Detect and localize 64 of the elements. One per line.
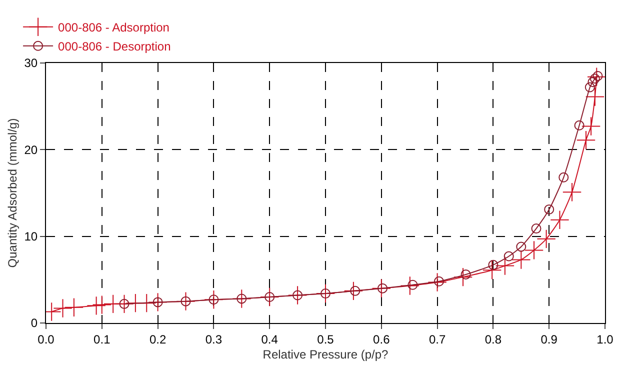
x-tick-label: 0.3 [205, 332, 222, 346]
point [260, 287, 280, 307]
point [581, 116, 601, 136]
point [544, 204, 554, 214]
x-tick-label: 0.6 [373, 332, 390, 346]
point [378, 283, 388, 294]
point [524, 240, 544, 260]
x-tick-label: 0.0 [38, 332, 55, 346]
legend-label: 000-806 - Desorption [58, 40, 171, 54]
point [180, 296, 191, 306]
point [512, 250, 531, 270]
x-axis-title: Relative Pressure (p/p? [262, 347, 389, 362]
x-tick-label: 0.1 [94, 332, 111, 346]
point [592, 71, 603, 81]
point [550, 210, 570, 230]
point [562, 182, 582, 202]
point [350, 286, 360, 296]
point [588, 77, 598, 88]
point [488, 260, 498, 270]
point [453, 267, 473, 287]
point [64, 298, 84, 317]
x-tick-label: 0.7 [428, 332, 446, 346]
point [574, 120, 584, 130]
point [495, 256, 515, 276]
point [152, 297, 163, 308]
point [344, 281, 364, 301]
point [590, 74, 600, 84]
point [208, 294, 219, 305]
point [264, 292, 275, 302]
x-tick-label: 0.2 [149, 332, 166, 346]
point [531, 224, 542, 234]
x-tick-label: 0.9 [540, 332, 558, 346]
x-tick-label: 0.5 [317, 332, 334, 346]
point [428, 272, 447, 292]
point [558, 172, 569, 182]
x-tick-label: 0.4 [261, 332, 278, 346]
point [587, 67, 605, 86]
point [408, 280, 418, 290]
point [576, 130, 596, 150]
x-tick-label: 1.0 [596, 332, 614, 346]
point [114, 294, 134, 314]
point [53, 298, 72, 318]
y-tick-label: 0 [30, 316, 38, 330]
y-axis-title: Quantity Adsorbed (mmol/g) [6, 118, 20, 268]
point [236, 294, 247, 304]
point [536, 229, 556, 249]
x-tick-label: 0.8 [484, 332, 502, 346]
y-tick-label: 20 [24, 142, 38, 157]
point [292, 290, 303, 300]
point [482, 260, 502, 280]
point [460, 269, 471, 280]
legend-label: 000-806 - Adsorption [58, 20, 170, 35]
point [86, 296, 106, 316]
y-tick-label: 30 [24, 56, 38, 70]
y-tick-label: 10 [24, 230, 38, 244]
point [585, 87, 605, 106]
point [119, 298, 130, 309]
point [584, 82, 595, 92]
point [372, 278, 391, 298]
point [434, 276, 444, 286]
point [320, 288, 330, 299]
point [516, 242, 526, 252]
point [92, 295, 112, 314]
point [504, 251, 514, 262]
